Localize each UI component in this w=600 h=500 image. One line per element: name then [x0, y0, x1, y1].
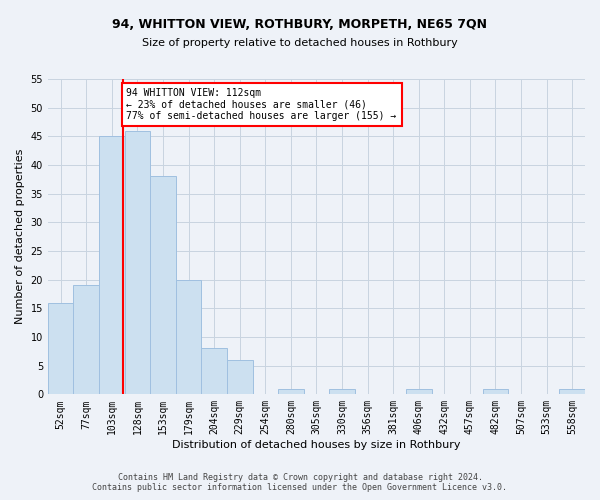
Bar	[125, 130, 150, 394]
Bar	[406, 388, 431, 394]
Text: 94, WHITTON VIEW, ROTHBURY, MORPETH, NE65 7QN: 94, WHITTON VIEW, ROTHBURY, MORPETH, NE6…	[113, 18, 487, 30]
Bar	[73, 286, 99, 395]
Bar	[99, 136, 125, 394]
Bar	[150, 176, 176, 394]
Bar	[482, 388, 508, 394]
Bar	[48, 302, 73, 394]
Bar	[176, 280, 202, 394]
Text: Size of property relative to detached houses in Rothbury: Size of property relative to detached ho…	[142, 38, 458, 48]
Text: Contains HM Land Registry data © Crown copyright and database right 2024.
Contai: Contains HM Land Registry data © Crown c…	[92, 473, 508, 492]
Bar	[202, 348, 227, 395]
Bar	[329, 388, 355, 394]
Y-axis label: Number of detached properties: Number of detached properties	[15, 149, 25, 324]
Bar	[278, 388, 304, 394]
Bar	[227, 360, 253, 394]
Bar	[559, 388, 585, 394]
X-axis label: Distribution of detached houses by size in Rothbury: Distribution of detached houses by size …	[172, 440, 461, 450]
Text: 94 WHITTON VIEW: 112sqm
← 23% of detached houses are smaller (46)
77% of semi-de: 94 WHITTON VIEW: 112sqm ← 23% of detache…	[127, 88, 397, 121]
